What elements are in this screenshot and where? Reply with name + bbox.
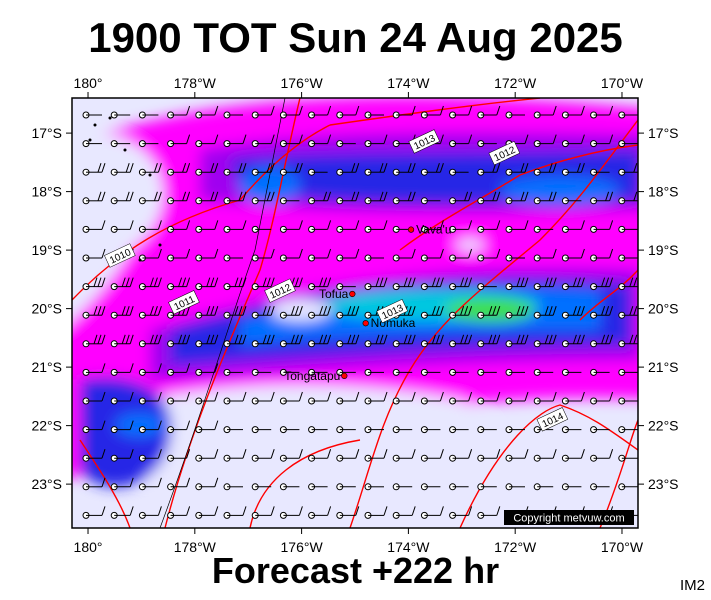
place-label: Vava'u <box>416 223 451 237</box>
lat-tick-label-left: 22°S <box>31 418 62 434</box>
copyright-box: Copyright metvuw.com <box>504 510 634 525</box>
lat-tick-label-left: 20°S <box>31 301 62 317</box>
lon-tick-label-bottom: 172°W <box>494 539 537 555</box>
lon-tick-label-top: 172°W <box>494 75 537 91</box>
map-title: 1900 TOT Sun 24 Aug 2025 <box>88 14 623 61</box>
lon-tick-label-top: 174°W <box>387 75 430 91</box>
lat-tick-label-right: 21°S <box>648 359 679 375</box>
lat-tick-label-right: 17°S <box>648 125 679 141</box>
lat-tick-label-right: 19°S <box>648 242 679 258</box>
lat-tick-label-right: 20°S <box>648 301 679 317</box>
lon-tick-label-top: 176°W <box>281 75 324 91</box>
lon-tick-label-top: 178°W <box>174 75 217 91</box>
lat-tick-label-left: 23°S <box>31 476 62 492</box>
lat-tick-label-left: 17°S <box>31 125 62 141</box>
lat-tick-label-left: 21°S <box>31 359 62 375</box>
place-label: Tongatapu <box>284 369 340 383</box>
lon-tick-label-top: 180° <box>74 75 103 91</box>
lat-tick-label-right: 23°S <box>648 476 679 492</box>
place-label: Tofua <box>319 287 349 301</box>
lat-tick-label-right: 18°S <box>648 184 679 200</box>
place-marker: Tongatapu <box>284 369 348 383</box>
lon-tick-label-top: 170°W <box>601 75 644 91</box>
forecast-label: Forecast +222 hr <box>211 550 500 591</box>
lon-tick-label-bottom: 178°W <box>174 539 217 555</box>
place-label: Nomuka <box>371 316 416 330</box>
map-frame <box>71 97 639 529</box>
lon-tick-label-bottom: 180° <box>74 539 103 555</box>
lon-tick-label-bottom: 174°W <box>387 539 430 555</box>
place-marker: Tofua <box>319 287 356 301</box>
lat-tick-label-left: 19°S <box>31 242 62 258</box>
wind-barbs <box>82 105 638 519</box>
place-marker: Vava'u <box>407 223 452 237</box>
image-tag: IM2 <box>679 577 705 594</box>
axis-ticks: 180° 180° 178°W 178°W 176°W 176°W 174°W 174°W 17… <box>31 75 678 555</box>
lon-tick-label-bottom: 170°W <box>601 539 644 555</box>
copyright-text: Copyright metvuw.com <box>513 513 624 525</box>
lat-tick-label-right: 22°S <box>648 418 679 434</box>
lat-tick-label-left: 18°S <box>31 184 62 200</box>
lon-tick-label-bottom: 176°W <box>281 539 324 555</box>
